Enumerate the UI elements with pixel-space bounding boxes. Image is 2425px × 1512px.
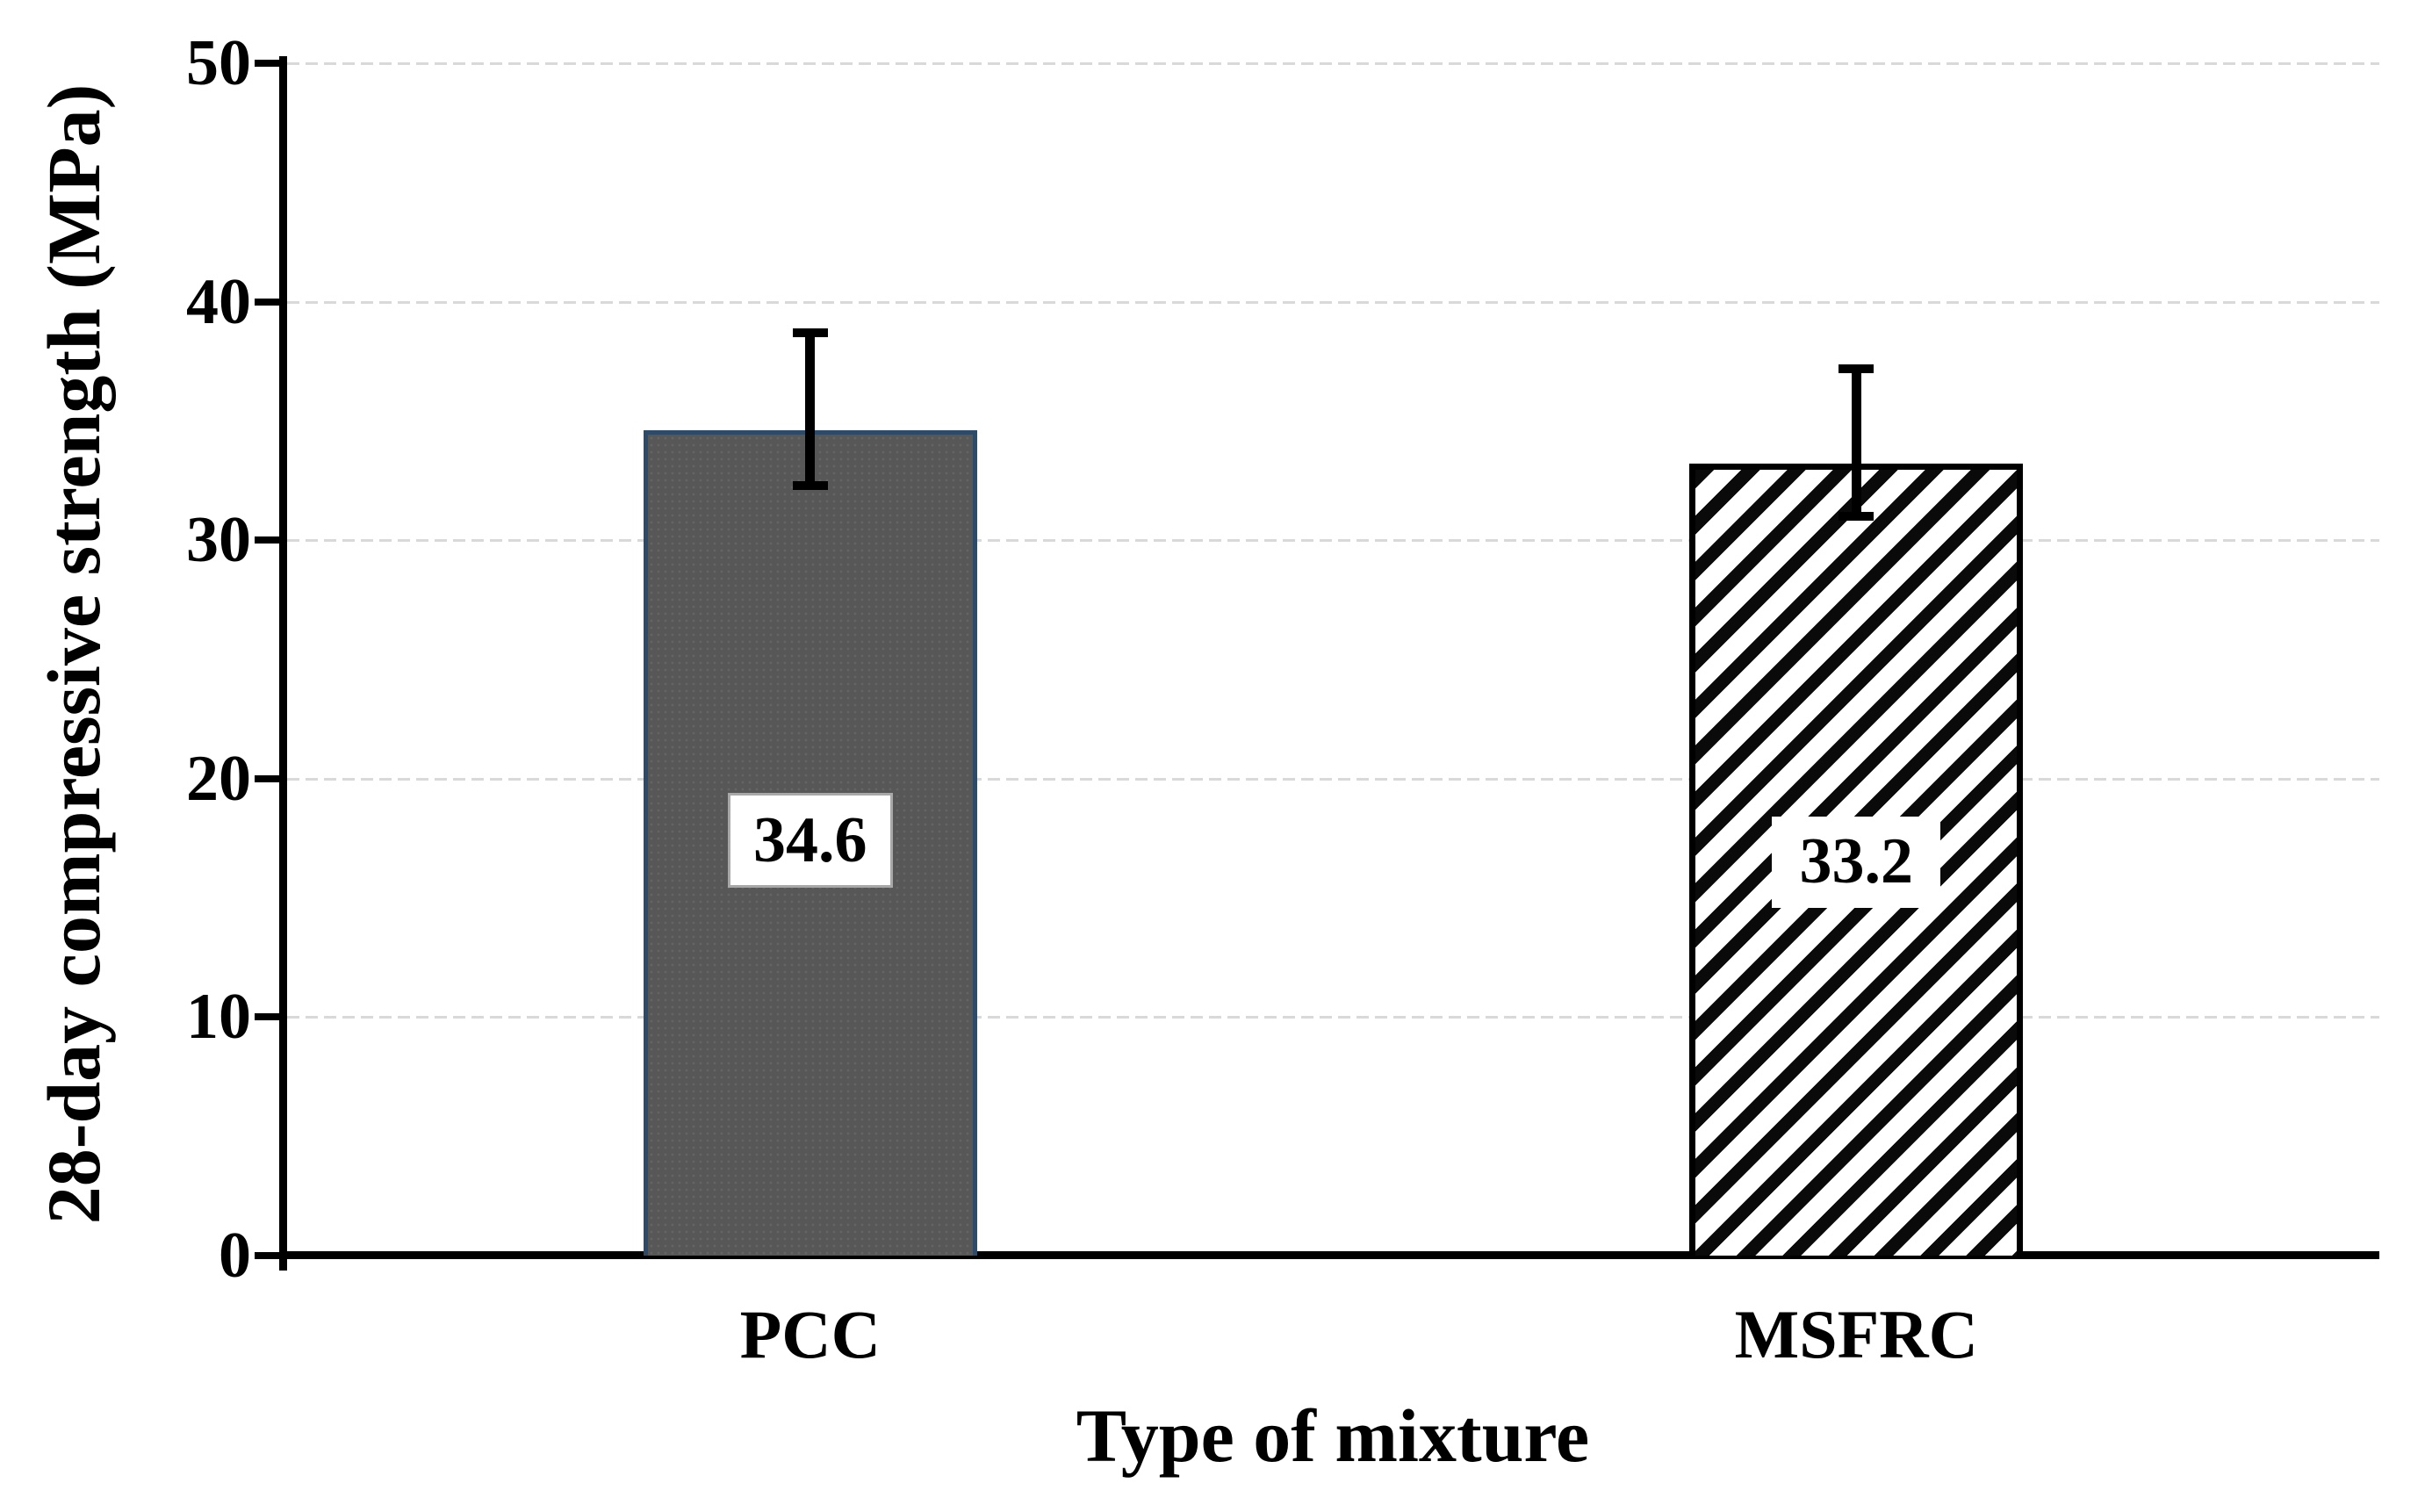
category-label-msfrc: MSFRC bbox=[1734, 1296, 1978, 1372]
category-label-pcc: PCC bbox=[739, 1296, 881, 1372]
gridline-50 bbox=[287, 62, 2379, 65]
y-axis-tick-0 bbox=[255, 1252, 279, 1259]
gridline-10 bbox=[287, 1016, 2379, 1019]
y-axis-tick-40 bbox=[255, 298, 279, 306]
y-tick-label-10: 10 bbox=[186, 981, 251, 1054]
y-axis-tick-10 bbox=[255, 1013, 279, 1021]
x-axis-line bbox=[279, 1251, 2379, 1259]
y-axis-line bbox=[279, 56, 287, 1271]
y-tick-label-50: 50 bbox=[186, 27, 251, 99]
error-bar-cap-top-msfrc bbox=[1839, 364, 1875, 373]
gridline-40 bbox=[287, 300, 2379, 304]
gridline-20 bbox=[287, 777, 2379, 781]
y-axis-tick-30 bbox=[255, 536, 279, 544]
y-axis-tick-20 bbox=[255, 774, 279, 782]
y-tick-label-0: 0 bbox=[219, 1220, 251, 1292]
gridline-30 bbox=[287, 539, 2379, 543]
data-label-pcc: 34.6 bbox=[727, 793, 893, 889]
data-label-msfrc: 33.2 bbox=[1772, 816, 1941, 908]
y-tick-label-30: 30 bbox=[186, 504, 251, 577]
y-tick-label-20: 20 bbox=[186, 742, 251, 815]
error-bar-cap-bottom-msfrc bbox=[1839, 512, 1875, 522]
error-bar-cap-top-pcc bbox=[792, 328, 828, 337]
error-bar-cap-bottom-pcc bbox=[792, 480, 828, 490]
error-bar-pcc bbox=[805, 332, 816, 486]
y-tick-label-40: 40 bbox=[186, 265, 251, 338]
y-axis-tick-50 bbox=[255, 60, 279, 67]
x-axis-title: Type of mixture bbox=[1076, 1393, 1590, 1478]
error-bar-msfrc bbox=[1851, 368, 1861, 517]
